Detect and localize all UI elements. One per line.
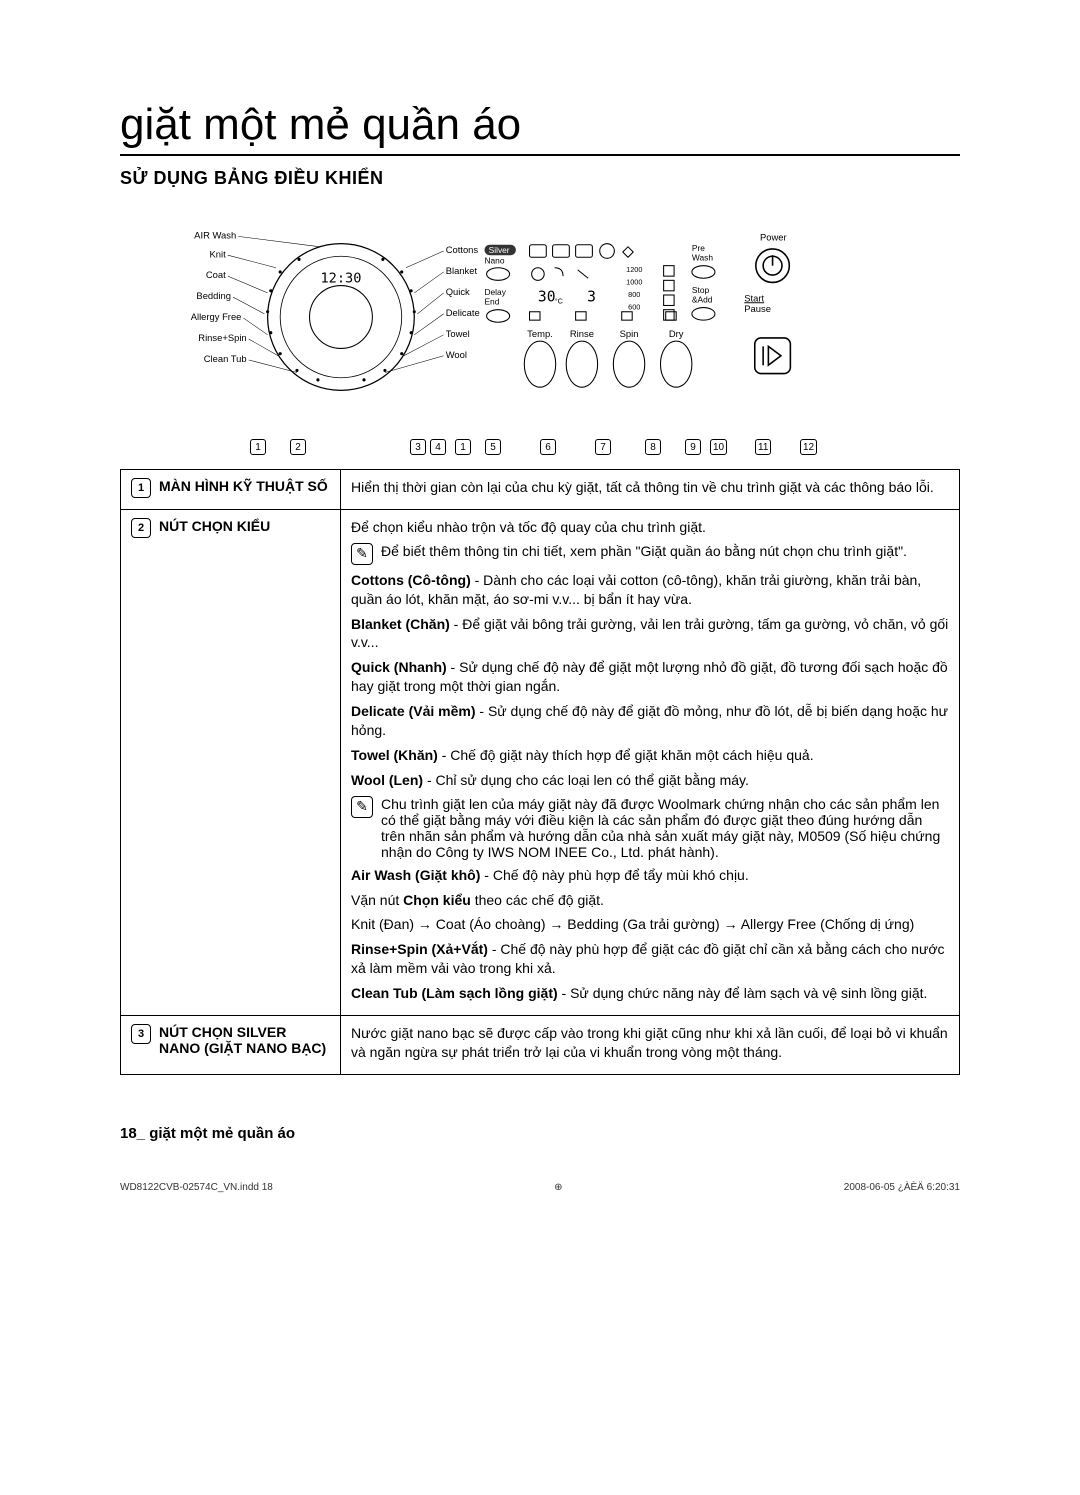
row-label-text-1: MÀN HÌNH KỸ THUẬT SỐ	[159, 478, 328, 494]
svg-text:12:30: 12:30	[320, 270, 361, 286]
note-icon: ✎	[351, 796, 373, 818]
row-num-1: 1	[131, 478, 151, 498]
svg-text:Coat: Coat	[206, 269, 226, 280]
svg-text:Knit: Knit	[209, 248, 226, 259]
row-label-2: 2 NÚT CHỌN KIỂU	[121, 509, 341, 1015]
svg-text:Temp.: Temp.	[527, 328, 553, 339]
row-num-2: 2	[131, 518, 151, 538]
row-num-3: 3	[131, 1024, 151, 1044]
svg-text:Nano: Nano	[484, 256, 504, 266]
print-date: 2008-06-05 ¿ÀÈÄ 6:20:31	[844, 1182, 960, 1193]
callout-3: 3	[410, 439, 426, 455]
svg-text:Silver: Silver	[489, 245, 510, 255]
svg-text:Dry: Dry	[669, 328, 684, 339]
row-label-text-2: NÚT CHỌN KIỂU	[159, 518, 270, 534]
section-heading: SỬ DỤNG BẢNG ĐIỀU KHIỂN	[120, 168, 960, 189]
control-panel-diagram: 12:30 AIR Wash Knit Coat Bedding Allergy…	[120, 207, 960, 427]
print-file: WD8122CVB-02574C_VN.indd 18	[120, 1182, 273, 1193]
svg-text:Wool: Wool	[446, 349, 467, 360]
callout-8: 8	[645, 439, 661, 455]
page-title: giặt một mẻ quần áo	[120, 100, 960, 156]
svg-text:Spin: Spin	[620, 328, 639, 339]
row-desc-2: Để chọn kiểu nhào trộn và tốc độ quay củ…	[341, 509, 960, 1015]
svg-text:AIR Wash: AIR Wash	[194, 229, 236, 240]
svg-text:Rinse: Rinse	[570, 328, 594, 339]
svg-text:°C: °C	[555, 296, 564, 305]
registration-mark-bottom: ⊕	[554, 1182, 562, 1193]
page-footer: 18_ giặt một mẻ quần áo	[120, 1125, 960, 1142]
note-icon: ✎	[351, 543, 373, 565]
svg-text:Power: Power	[760, 232, 787, 243]
note-text: Để biết thêm thông tin chi tiết, xem phầ…	[381, 543, 907, 559]
callout-10: 10	[710, 439, 727, 455]
svg-text:Cottons: Cottons	[446, 244, 479, 255]
panel-svg: 12:30 AIR Wash Knit Coat Bedding Allergy…	[120, 207, 960, 427]
svg-text:Delicate: Delicate	[446, 307, 480, 318]
svg-text:Towel: Towel	[446, 328, 470, 339]
row-label-text-3: NÚT CHỌN SILVER NANO (GIẶT NANO BẠC)	[159, 1024, 330, 1056]
svg-text:&Add: &Add	[692, 294, 713, 304]
callout-5: 5	[485, 439, 501, 455]
definitions-table: 1 MÀN HÌNH KỸ THUẬT SỐ Hiển thị thời gian …	[120, 469, 960, 1075]
print-footer: WD8122CVB-02574C_VN.indd 18 ⊕ 2008-06-05…	[120, 1182, 960, 1193]
svg-text:Quick: Quick	[446, 286, 470, 297]
callout-1: 1	[455, 439, 471, 455]
svg-text:Rinse+Spin: Rinse+Spin	[198, 332, 246, 343]
svg-text:Pause: Pause	[744, 303, 771, 314]
svg-text:30: 30	[538, 288, 556, 305]
row-label-1: 1 MÀN HÌNH KỸ THUẬT SỐ	[121, 470, 341, 510]
svg-text:1000: 1000	[626, 278, 642, 287]
svg-text:Blanket: Blanket	[446, 265, 478, 276]
row-desc-1: Hiển thị thời gian còn lại của chu kỳ gi…	[341, 470, 960, 510]
svg-text:3: 3	[587, 288, 596, 305]
svg-text:1200: 1200	[626, 265, 642, 274]
note-text-2: Chu trình giặt len của máy giặt này đã đ…	[381, 796, 949, 860]
callout-6: 6	[540, 439, 556, 455]
callout-2: 2	[290, 439, 306, 455]
svg-text:Allergy Free: Allergy Free	[191, 311, 242, 322]
callout-11: 11	[755, 439, 771, 455]
row-desc-3: Nước giặt nano bạc sẽ được cấp vào trong…	[341, 1016, 960, 1075]
callout-numbers-row: 1234156789101112	[120, 439, 960, 459]
svg-text:Bedding: Bedding	[196, 290, 231, 301]
svg-text:800: 800	[628, 290, 640, 299]
svg-text:Start: Start	[744, 292, 764, 303]
svg-text:Wash: Wash	[692, 252, 713, 262]
svg-text:600: 600	[628, 303, 640, 312]
callout-9: 9	[685, 439, 701, 455]
callout-7: 7	[595, 439, 611, 455]
svg-text:End: End	[484, 296, 499, 306]
callout-1: 1	[250, 439, 266, 455]
callout-4: 4	[430, 439, 446, 455]
row-label-3: 3 NÚT CHỌN SILVER NANO (GIẶT NANO BẠC)	[121, 1016, 341, 1075]
svg-text:Clean Tub: Clean Tub	[204, 353, 247, 364]
callout-12: 12	[800, 439, 817, 455]
